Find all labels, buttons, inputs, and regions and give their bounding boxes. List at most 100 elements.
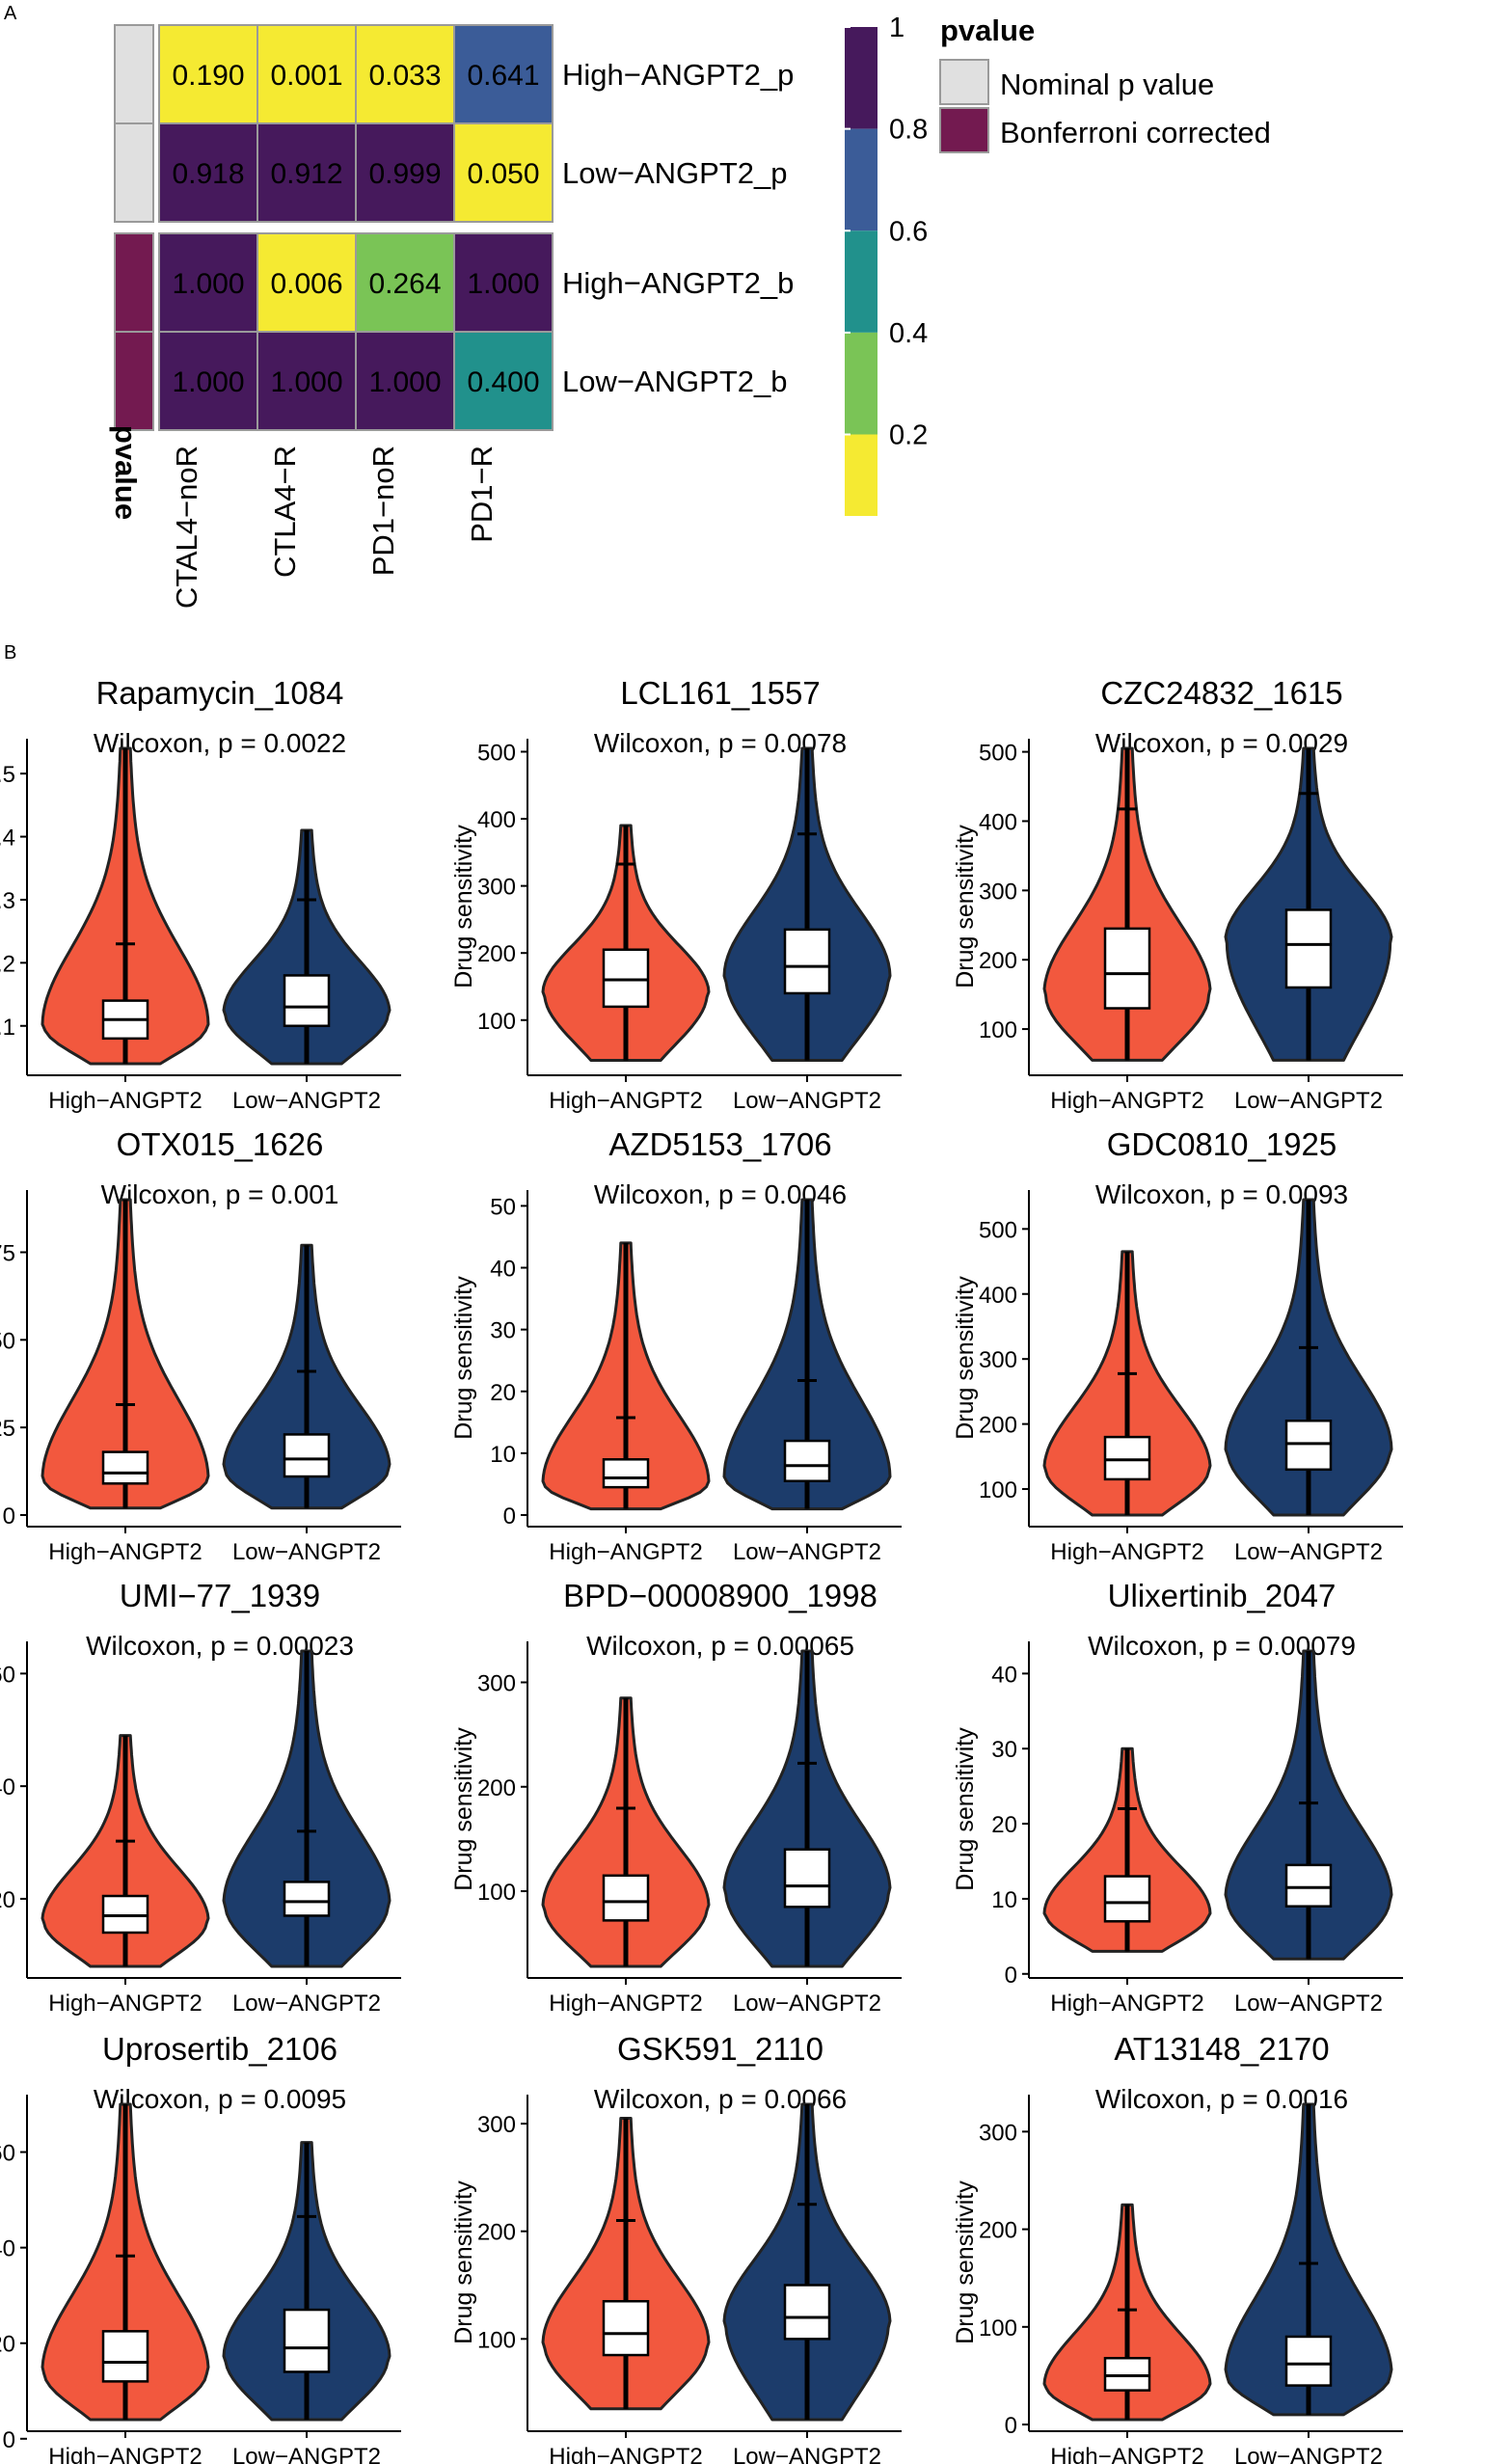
subplot-title: Rapamycin_1084 [96, 675, 344, 711]
heatmap: 0.190 0.001 0.033 0.641 High−ANGPT2_p 0.918 0.… [114, 24, 794, 609]
heatmap-cell [453, 232, 554, 333]
box-iqr [101, 1450, 149, 1485]
y-tick-label: 300 [979, 879, 1017, 905]
heatmap-cell-value: 0.264 [368, 268, 441, 300]
heatmap-cell-value: 0.050 [467, 158, 539, 190]
y-tick-label: 0.3 [0, 888, 15, 914]
x-tick-label: High−ANGPT2 [1050, 1990, 1203, 2017]
legend-item-bonferroni: Bonferroni corrected [939, 107, 1271, 153]
y-tick-label: 0 [503, 1503, 516, 1530]
y-tick-label: 60 [0, 2141, 15, 2167]
heatmap-cell [256, 24, 357, 124]
heatmap-column-label: CTAL4−noR [170, 446, 203, 609]
y-tick-label: 50 [490, 1194, 516, 1220]
legend-swatch-nominal [939, 59, 989, 105]
x-tick-label: Low−ANGPT2 [733, 1990, 881, 2017]
subplot-title: Ulixertinib_2047 [1108, 1578, 1336, 1613]
y-tick-label: 300 [979, 1347, 1017, 1373]
heatmap-cell-value: 0.001 [270, 60, 342, 92]
violin-grid: Rapamycin_1084 Wilcoxon, p = 0.0022 0.1 0.2… [0, 675, 1403, 2464]
colorbar-segment [845, 434, 878, 516]
y-tick-label: 200 [979, 948, 1017, 974]
annotation-cell [114, 24, 154, 124]
y-tick-label: 0 [1005, 2413, 1017, 2439]
colorbar-segment [845, 230, 878, 333]
heatmap-cell-value: 0.400 [467, 366, 539, 398]
y-tick-label: 75 [0, 1241, 15, 1267]
y-tick-label: 400 [979, 1283, 1017, 1309]
x-tick-label: Low−ANGPT2 [232, 1990, 381, 2017]
x-tick-label: High−ANGPT2 [1050, 1539, 1203, 1565]
y-tick-label: 100 [979, 2315, 1017, 2342]
annotation-axis-label: pvalue [109, 425, 143, 520]
box-iqr [283, 974, 331, 1028]
y-tick-label: 100 [477, 1880, 516, 1906]
x-tick-label: Low−ANGPT2 [733, 2444, 881, 2464]
box-iqr [1103, 1435, 1151, 1481]
y-tick-label: 500 [979, 741, 1017, 767]
annotation-cell [114, 331, 154, 431]
x-tick-label: Low−ANGPT2 [232, 1088, 381, 1114]
legend-item-nominal: Nominal p value [939, 59, 1214, 105]
x-tick-label: Low−ANGPT2 [232, 2444, 381, 2464]
box-iqr [101, 2330, 149, 2383]
heatmap-cell-value: 0.033 [368, 60, 441, 92]
box-iqr [1284, 1863, 1333, 1908]
heatmap-cell-value: 1.000 [172, 366, 244, 398]
y-tick-label: 10 [991, 1887, 1017, 1913]
y-tick-label: 20 [991, 1812, 1017, 1838]
subplot-title: CZC24832_1615 [1100, 675, 1342, 711]
y-tick-label: 30 [490, 1318, 516, 1344]
heatmap-cell-value: 1.000 [368, 366, 441, 398]
y-axis-label: Drug sensitivity [450, 1276, 477, 1440]
box-iqr [602, 2299, 650, 2357]
y-tick-label: 200 [477, 941, 516, 967]
subplot-title: UMI−77_1939 [120, 1578, 320, 1613]
x-tick-label: High−ANGPT2 [48, 1539, 202, 1565]
y-tick-label: 200 [477, 1775, 516, 1801]
y-tick-label: 40 [490, 1257, 516, 1283]
y-tick-label: 0.4 [0, 826, 15, 852]
y-tick-label: 25 [0, 1416, 15, 1442]
y-tick-label: 200 [979, 1413, 1017, 1439]
x-tick-label: Low−ANGPT2 [232, 1539, 381, 1565]
x-tick-label: High−ANGPT2 [549, 1088, 702, 1114]
y-tick-label: 0 [3, 1503, 15, 1530]
heatmap-cell-value: 0.999 [368, 158, 441, 190]
panel-b: B Rapamycin_1084 Wilcoxon, p = 0.0022 0.1 0… [0, 642, 1403, 2464]
y-axis-label: Drug sensitivity [952, 2180, 979, 2344]
colorbar-tick-label: 0.4 [889, 318, 928, 349]
box-iqr [1284, 908, 1333, 989]
heatmap-cell [158, 24, 258, 124]
heatmap-row-label: Low−ANGPT2_b [562, 365, 787, 398]
x-tick-label: Low−ANGPT2 [1234, 1088, 1383, 1114]
heatmap-cell [158, 331, 258, 431]
y-tick-label: 20 [0, 2332, 15, 2358]
colorbar-segment [845, 27, 878, 129]
box-iqr [783, 1848, 831, 1909]
colorbar-tick-label: 0.6 [889, 216, 928, 247]
y-tick-label: 300 [477, 2112, 516, 2138]
box-iqr [1284, 2335, 1333, 2387]
x-tick-label: High−ANGPT2 [1050, 2444, 1203, 2464]
box-iqr [783, 928, 831, 995]
y-axis-label: Drug sensitivity [450, 1727, 477, 1891]
annotation-cell [114, 232, 154, 333]
y-tick-label: 50 [0, 1328, 15, 1354]
wilcoxon-annotation: Wilcoxon, p = 0.001 [101, 1179, 339, 1209]
heatmap-cell-value: 0.006 [270, 268, 342, 300]
y-tick-label: 200 [979, 2218, 1017, 2244]
x-tick-label: Low−ANGPT2 [1234, 1539, 1383, 1565]
x-tick-label: High−ANGPT2 [48, 1990, 202, 2017]
violin-subplot: Ulixertinib_2047 Wilcoxon, p = 0.00079 0 10… [952, 1578, 1403, 2017]
y-tick-label: 40 [0, 1774, 15, 1801]
y-tick-label: 0 [1005, 1963, 1017, 1989]
panel-b-label: B [4, 642, 16, 663]
subplot-title: BPD−00008900_1998 [563, 1578, 878, 1613]
